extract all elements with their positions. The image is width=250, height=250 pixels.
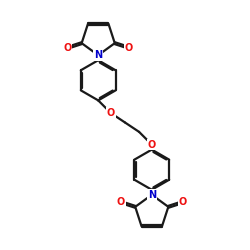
Text: N: N <box>148 190 156 200</box>
Text: O: O <box>125 43 133 53</box>
Text: O: O <box>63 43 72 53</box>
Text: O: O <box>178 197 187 207</box>
Text: O: O <box>117 197 125 207</box>
Text: O: O <box>107 108 115 118</box>
Text: O: O <box>148 140 156 149</box>
Text: N: N <box>94 50 102 60</box>
